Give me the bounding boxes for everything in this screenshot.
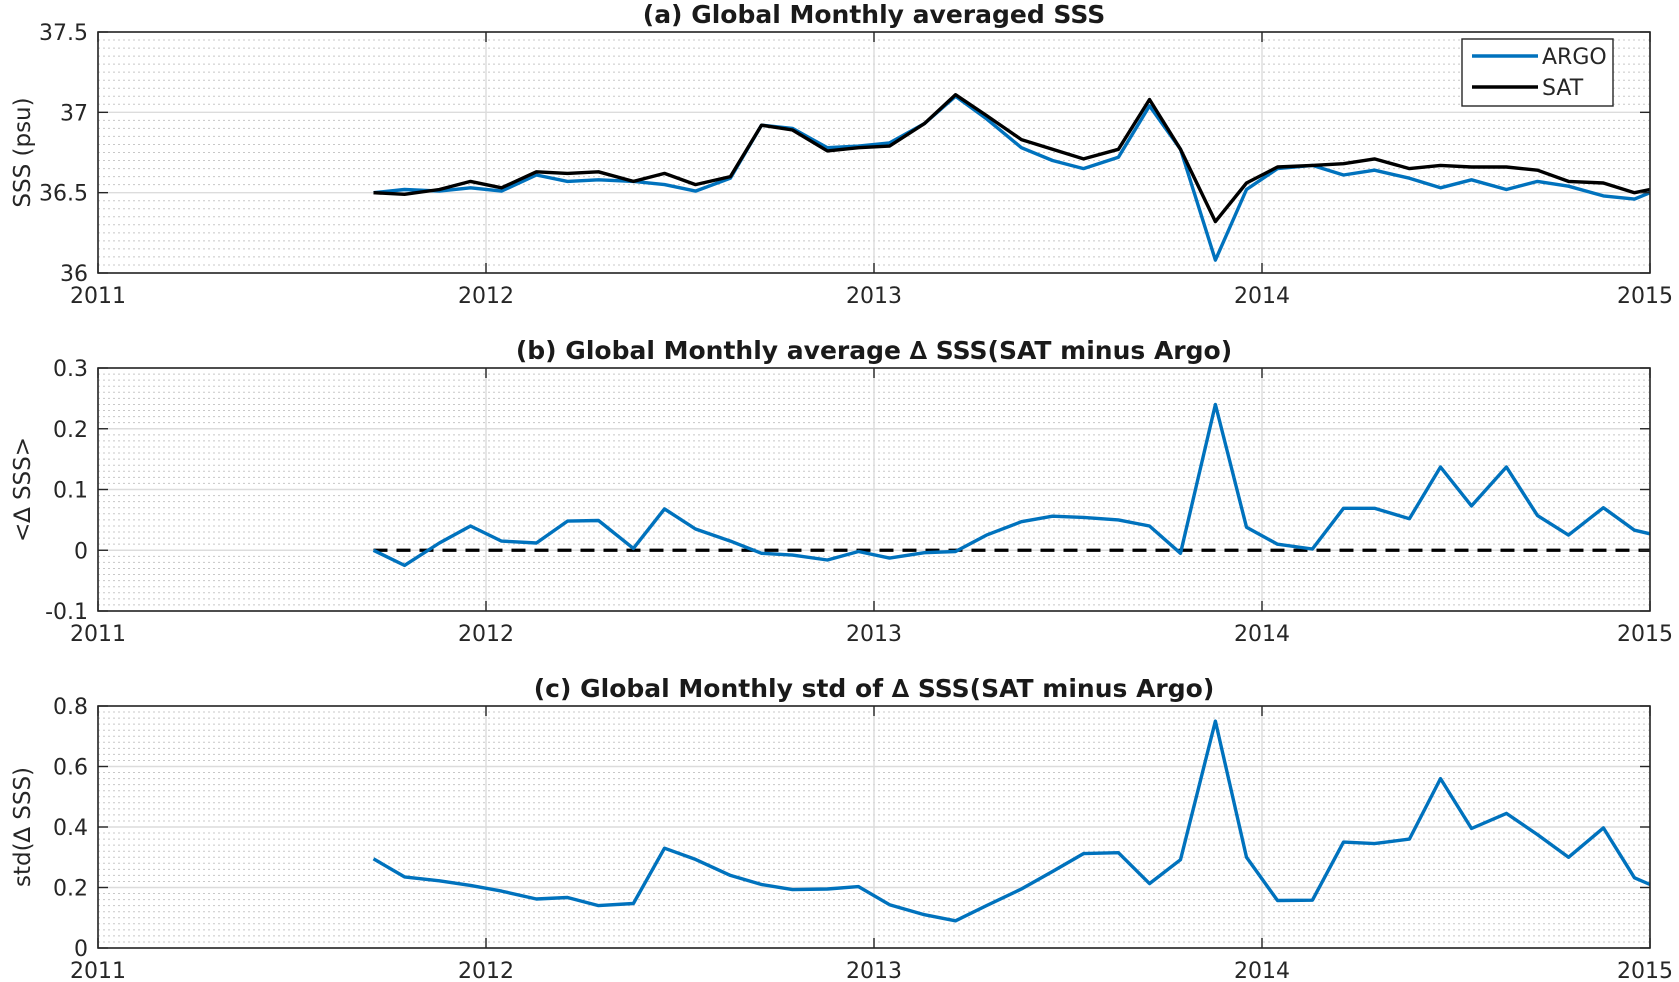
- legend-box: [1461, 38, 1614, 107]
- x-tick-label: 2012: [458, 622, 514, 647]
- panel-c: 0 0.2 0.4 0.6 0.8 2011 2012 2013 2014 2015 (c) Glo…: [10, 674, 1673, 982]
- legend-label-sat: SAT: [1542, 76, 1584, 101]
- panel-title: (b) Global Monthly average ∆ SSS(SAT min…: [516, 336, 1232, 365]
- panel-b: -0.1 0 0.1 0.2 0.3 2011 2012 2013 2014 2015 (b) Gl…: [10, 336, 1673, 647]
- x-tick-label: 2011: [70, 622, 126, 647]
- panel-title: (a) Global Monthly averaged SSS: [643, 0, 1105, 29]
- panel-a: 36 36.5 37 37.5 2011 2012 2013 2014 2015 (a) Glob…: [10, 0, 1673, 309]
- y-tick-label: 0.3: [53, 357, 88, 382]
- y-axis-label: <∆ SSS>: [10, 437, 36, 542]
- series-line-sat: [373, 92, 1651, 224]
- x-tick-label: 2012: [458, 284, 514, 309]
- panel-title: (c) Global Monthly std of ∆ SSS(SAT minu…: [534, 674, 1215, 703]
- y-tick-label: 0.6: [53, 756, 88, 781]
- y-tick-label: 0.2: [53, 877, 88, 902]
- y-tick-label: 0: [74, 539, 88, 564]
- y-tick-label: 37.5: [39, 21, 88, 46]
- y-tick-label: 0.1: [53, 479, 88, 504]
- x-tick-label: 2013: [846, 622, 902, 647]
- series-line-delta-sss: [372, 402, 1651, 568]
- x-tick-label: 2012: [458, 959, 514, 982]
- x-tick-label: 2014: [1234, 284, 1290, 309]
- x-tick-label: 2014: [1234, 622, 1290, 647]
- y-tick-label: 0: [74, 937, 88, 962]
- x-tick-label: 2015: [1617, 959, 1673, 982]
- y-tick-label: 0.4: [53, 816, 88, 841]
- y-axis-label: SSS (psu): [10, 97, 36, 207]
- legend: ARGO SAT: [1461, 38, 1614, 107]
- x-tick-label: 2011: [70, 959, 126, 982]
- x-tick-label: 2011: [70, 284, 126, 309]
- y-axis-label: std(∆ SSS): [10, 767, 36, 887]
- series-line-delta-sss: [372, 719, 1651, 923]
- series-line-argo: [373, 94, 1651, 262]
- x-tick-label: 2013: [846, 959, 902, 982]
- legend-label-argo: ARGO: [1542, 45, 1607, 70]
- x-tick-label: 2015: [1617, 622, 1673, 647]
- x-tick-label: 2015: [1617, 284, 1673, 309]
- x-tick-label: 2014: [1234, 959, 1290, 982]
- y-tick-label: 36: [60, 262, 88, 287]
- y-tick-label: 36.5: [39, 182, 88, 207]
- y-tick-label: 0.8: [53, 695, 88, 720]
- x-tick-label: 2013: [846, 284, 902, 309]
- y-tick-label: -0.1: [45, 600, 88, 625]
- y-tick-label: 0.2: [53, 418, 88, 443]
- y-tick-label: 37: [60, 101, 88, 126]
